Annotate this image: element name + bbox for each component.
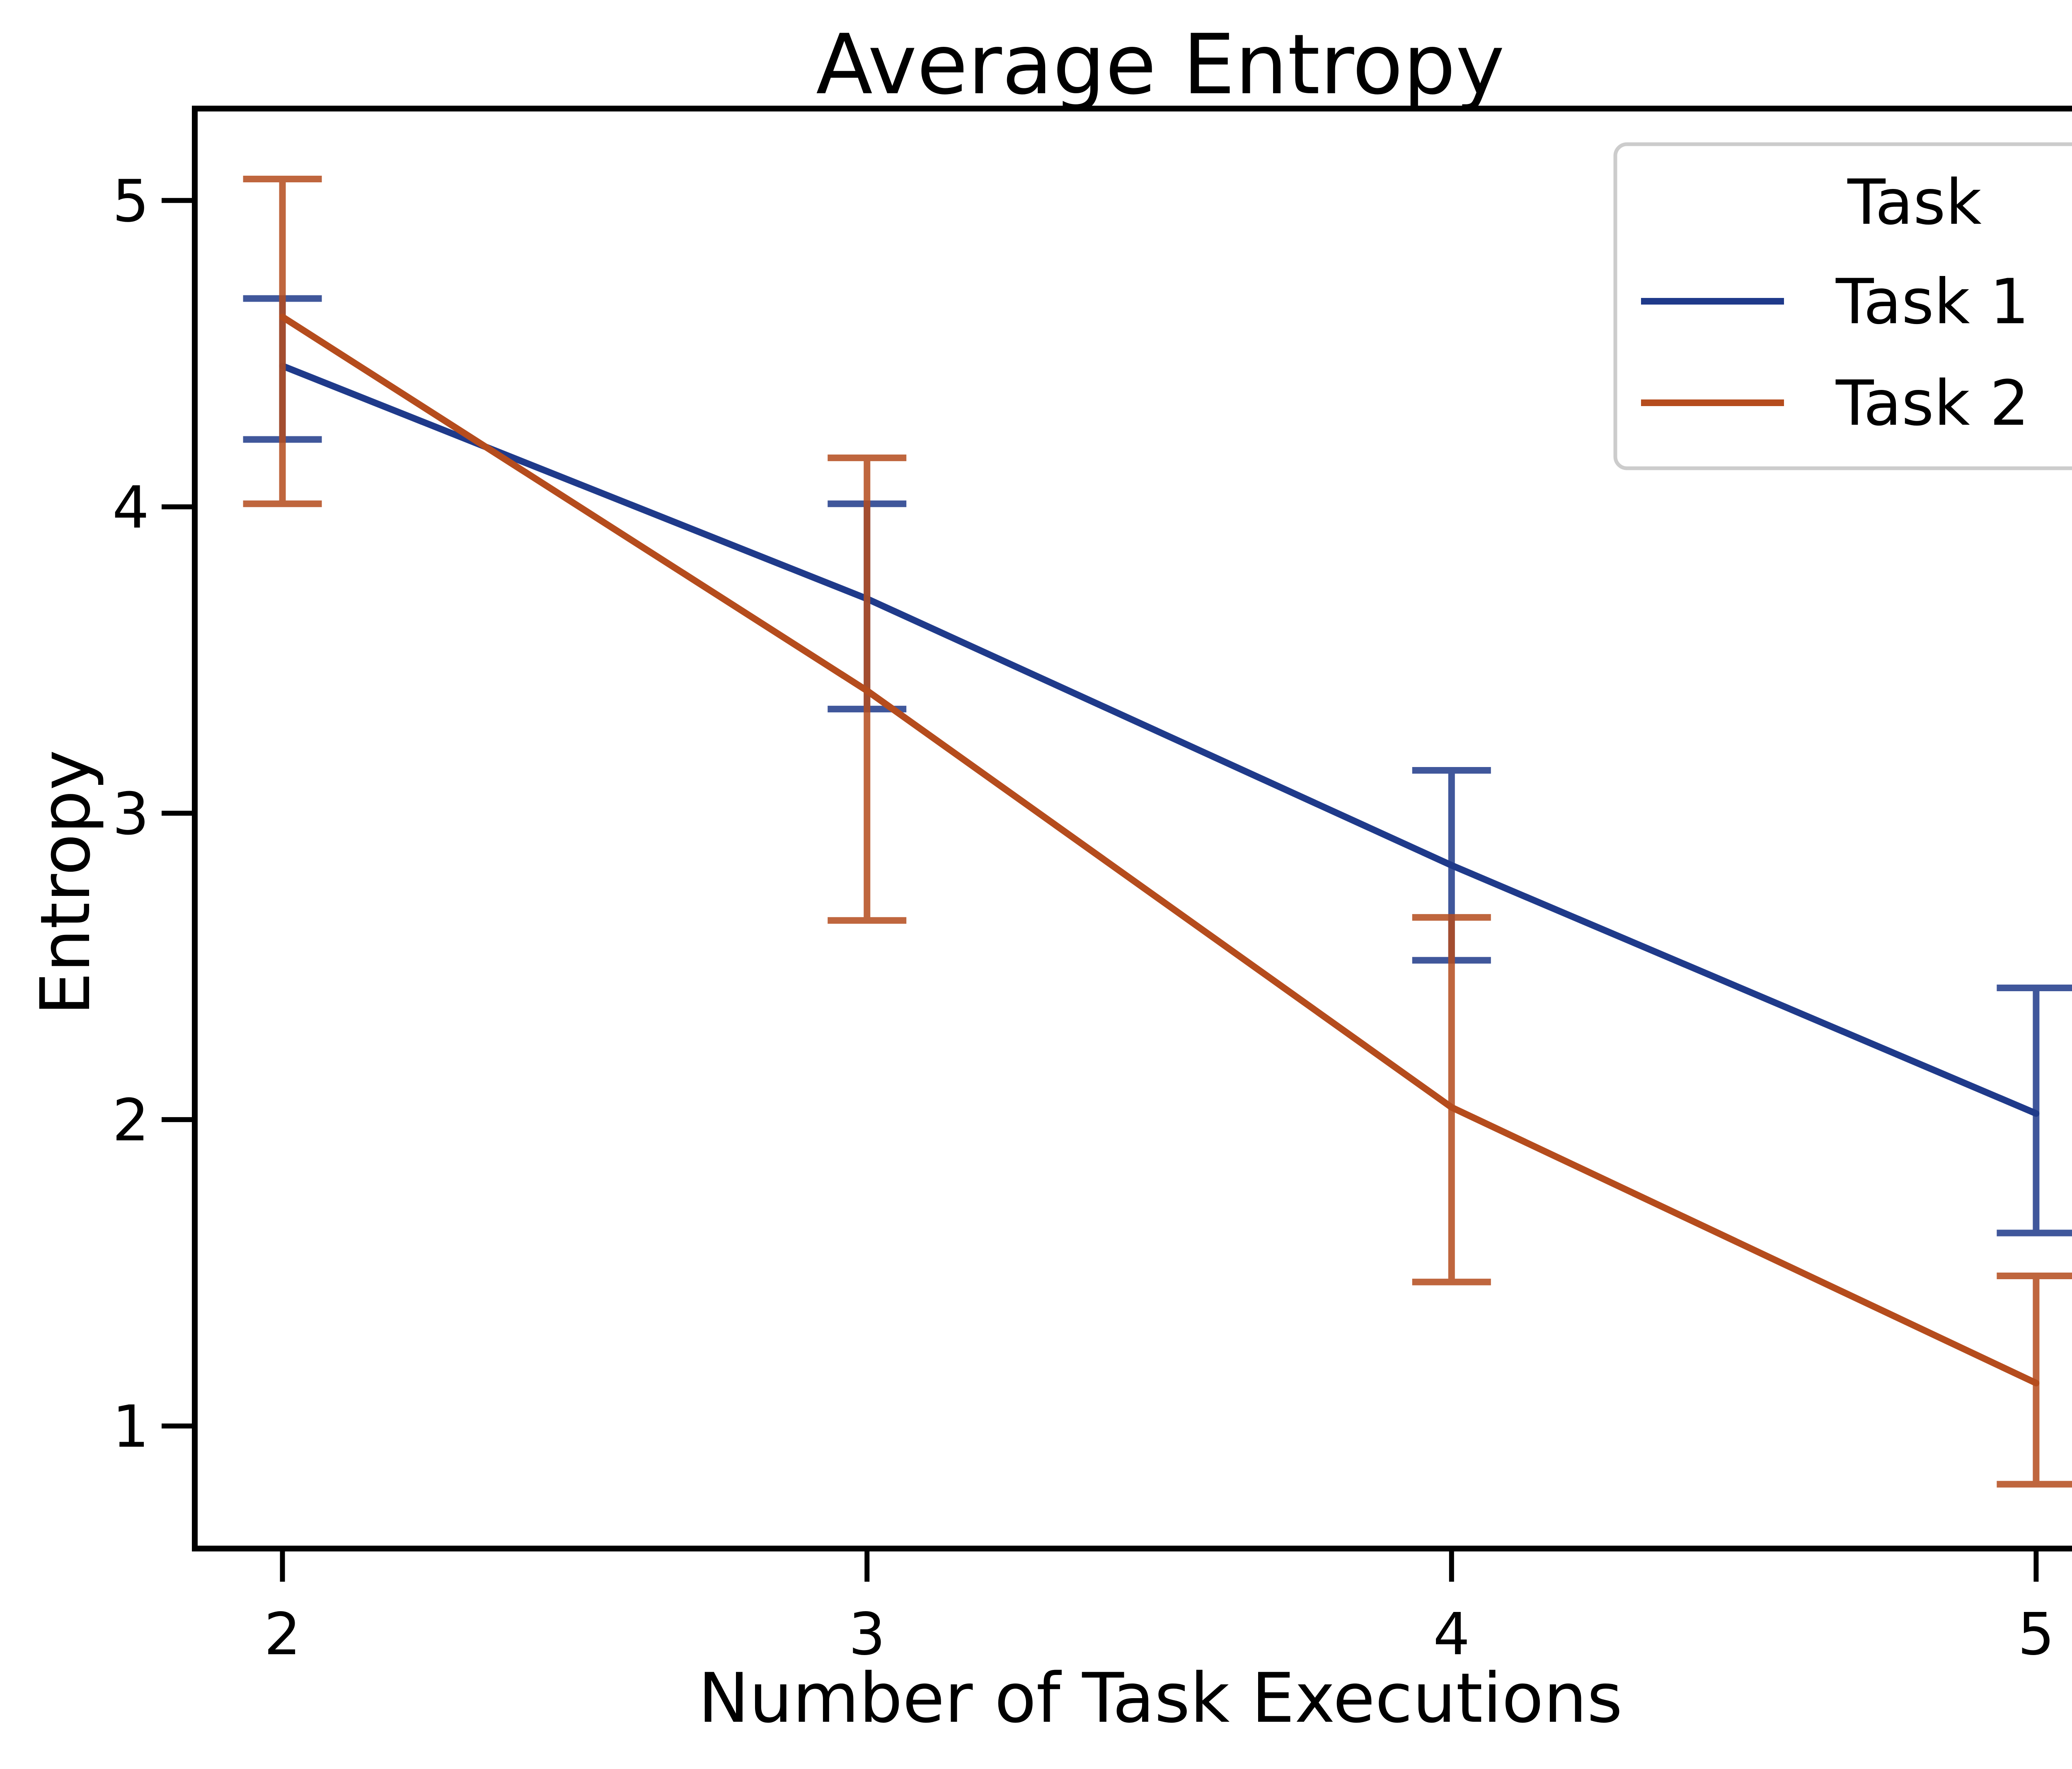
error-bar-task-2 (1412, 914, 1491, 1285)
legend-label-task-1: Task 1 (1835, 266, 2029, 338)
x-tick-label: 4 (1433, 1601, 1470, 1668)
chart-title: Average Entropy (816, 17, 1505, 113)
x-tick-label: 5 (2018, 1601, 2055, 1668)
error-bar-task-2 (1997, 1272, 2072, 1488)
legend-box (1613, 142, 2072, 470)
x-axis-label: Number of Task Executions (698, 1658, 1623, 1738)
legend-title: Task (1847, 167, 1982, 239)
x-tick-label: 2 (264, 1601, 301, 1668)
series-line-task-2 (279, 313, 2040, 1387)
y-tick-label: 2 (112, 1087, 149, 1154)
y-axis-label: Entropy (26, 750, 105, 1015)
error-bar-task-2 (243, 176, 322, 507)
error-bar-task-2 (828, 454, 907, 924)
y-tick-label: 4 (112, 474, 149, 542)
error-bar-task-1 (1997, 984, 2072, 1237)
y-tick-label: 3 (112, 781, 149, 848)
plot-frame (192, 106, 2072, 1551)
y-tick-label: 5 (112, 168, 149, 235)
y-tick-label: 1 (112, 1393, 149, 1461)
x-tick-label: 3 (849, 1601, 886, 1668)
plot-layer (243, 176, 2072, 1488)
series-line-task-1 (279, 363, 2040, 1117)
legend: Task Task 1 Task 2 (1613, 142, 2072, 470)
legend-label-task-2: Task 2 (1835, 368, 2029, 440)
